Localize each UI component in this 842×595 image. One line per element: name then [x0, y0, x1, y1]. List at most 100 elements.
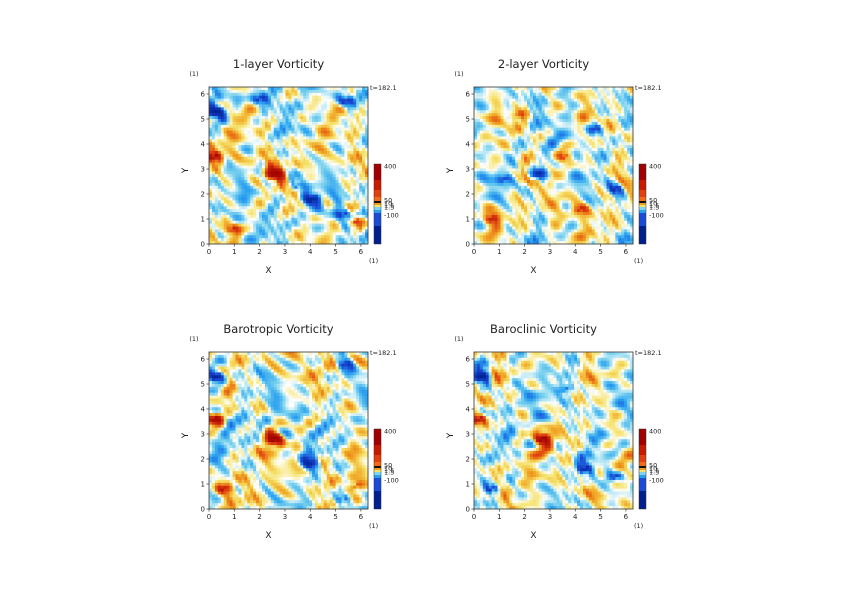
heatmap-cell [344, 153, 348, 158]
heatmap-cell [220, 121, 225, 126]
heatmap-cell [341, 145, 345, 149]
heatmap-cell [253, 118, 257, 123]
heatmap-cell [356, 130, 360, 134]
heatmap-cell [353, 223, 357, 227]
heatmap-cell [574, 130, 578, 134]
heatmap-cell [479, 223, 484, 227]
heatmap-cell [315, 124, 319, 129]
heatmap-cell [571, 124, 575, 129]
heatmap-cell [323, 217, 328, 222]
heatmap-cell [226, 180, 230, 184]
heatmap-cell [512, 127, 516, 131]
heatmap-cell [217, 206, 222, 210]
heatmap-cell [273, 220, 278, 224]
heatmap-cell [538, 162, 543, 166]
heatmap-cell [565, 209, 569, 213]
heatmap-cell [518, 165, 522, 169]
heatmap-cell [500, 229, 504, 233]
heatmap-cell [223, 139, 228, 143]
heatmap-cell [338, 182, 342, 187]
heatmap-cell [553, 174, 557, 178]
heatmap-cell [232, 200, 236, 204]
heatmap-cell [547, 107, 551, 111]
heatmap-cell [347, 156, 351, 161]
heatmap-cell [317, 165, 322, 169]
heatmap-cell [238, 168, 242, 172]
heatmap-cell [497, 139, 501, 143]
heatmap-cell [344, 226, 348, 230]
heatmap-cell [341, 188, 345, 193]
heatmap-cell [350, 113, 354, 117]
heatmap-cell [365, 124, 369, 129]
heatmap-cell [350, 127, 354, 131]
heatmap-cell [235, 145, 239, 149]
heatmap-cell [253, 98, 257, 102]
heatmap-cell [312, 238, 316, 242]
heatmap-cell [556, 124, 560, 129]
heatmap-cell [226, 89, 230, 94]
heatmap-cell [300, 136, 304, 140]
heatmap-cell [524, 171, 528, 175]
heatmap-cell [476, 89, 481, 94]
heatmap-cell [315, 162, 319, 166]
heatmap-cell [217, 191, 222, 195]
heatmap-cell [297, 142, 301, 146]
heatmap-cell [571, 200, 575, 204]
heatmap-cell [503, 180, 507, 184]
heatmap-cell [244, 87, 248, 91]
heatmap-cell [518, 92, 522, 97]
heatmap-cell [282, 206, 286, 210]
heatmap-cell [553, 194, 557, 198]
heatmap-cell [294, 89, 298, 94]
heatmap-cell [350, 124, 354, 129]
heatmap-cell [532, 200, 537, 204]
heatmap-cell [518, 238, 522, 242]
heatmap-cell [497, 217, 501, 222]
heatmap-cell [571, 95, 575, 99]
heatmap-cell [556, 223, 560, 227]
heatmap-cell [244, 206, 248, 210]
heatmap-cell [479, 101, 484, 105]
heatmap-cell [306, 92, 310, 97]
heatmap-cell [241, 130, 245, 134]
heatmap-cell [571, 217, 575, 222]
heatmap-cell [312, 165, 316, 169]
heatmap-cell [527, 145, 531, 149]
heatmap-cell [323, 159, 328, 163]
heatmap-cell [232, 153, 236, 158]
heatmap-cell [518, 107, 522, 111]
heatmap-cell [270, 191, 275, 195]
heatmap-cell [362, 185, 366, 190]
heatmap-cell [323, 98, 328, 102]
heatmap-cell [577, 101, 581, 105]
heatmap-cell [571, 92, 575, 97]
heatmap-cell [497, 124, 501, 129]
heatmap-cell [503, 174, 507, 178]
heatmap-cell [256, 165, 260, 169]
heatmap-cell [547, 139, 551, 143]
heatmap-cell [315, 194, 319, 198]
heatmap-cell [500, 206, 504, 210]
heatmap-cell [315, 188, 319, 193]
heatmap-cell [574, 209, 578, 213]
heatmap-cell [479, 89, 484, 94]
heatmap-cell [556, 98, 560, 102]
heatmap-cell [232, 92, 236, 97]
heatmap-cell [288, 153, 292, 158]
heatmap-cell [353, 116, 357, 120]
heatmap-cell [241, 241, 245, 245]
heatmap-cell [582, 127, 587, 131]
heatmap-cell [347, 174, 351, 178]
heatmap-cell [209, 220, 213, 224]
heatmap-cell [556, 238, 560, 242]
heatmap-cell [580, 223, 584, 227]
colorbar-tick-label: 400 [384, 163, 396, 171]
heatmap-cell [312, 203, 316, 207]
heatmap-cell [362, 89, 366, 94]
heatmap-cell [362, 107, 366, 111]
heatmap-cell [547, 92, 551, 97]
heatmap-cell [303, 188, 307, 193]
heatmap-cell [503, 153, 507, 158]
heatmap-cell [341, 101, 345, 105]
heatmap-cell [291, 197, 295, 201]
